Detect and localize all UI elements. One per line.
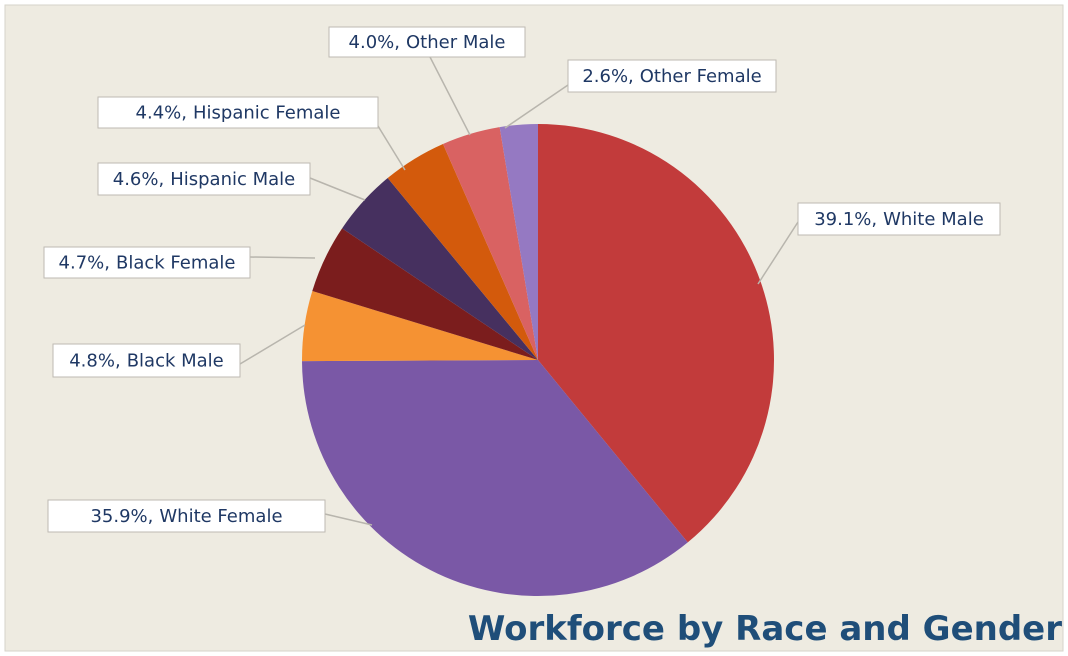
label-box: [567, 59, 777, 93]
data-label-category: Other Male: [406, 32, 505, 53]
leader-line: [309, 177, 366, 201]
leader-line: [504, 84, 569, 129]
data-label-value: 4.6%,: [113, 169, 164, 190]
data-label-category: Hispanic Female: [193, 103, 340, 124]
label-box: [47, 499, 326, 533]
label-box: [97, 96, 379, 129]
pie-slice: [312, 228, 538, 360]
data-label: 4.0%, Other Male: [349, 32, 506, 53]
data-label: 39.1%, White Male: [814, 209, 984, 230]
data-label: 4.6%, Hispanic Male: [113, 169, 296, 190]
data-label-category: Other Female: [640, 66, 762, 87]
data-label-value: 2.6%,: [582, 66, 633, 87]
leader-line: [324, 513, 373, 526]
pie-slice: [302, 291, 538, 362]
data-label-category: Black Female: [116, 253, 236, 274]
data-label-value: 4.8%,: [69, 351, 120, 372]
pie-slice: [387, 143, 538, 360]
chart-title: Workforce by Race and Gender: [468, 609, 1062, 649]
data-label-value: 4.4%,: [136, 103, 187, 124]
data-label: 4.8%, Black Male: [69, 351, 224, 372]
label-box: [328, 26, 526, 58]
data-label: 35.9%, White Female: [90, 506, 282, 527]
pie-slice: [302, 360, 688, 596]
label-box: [43, 246, 251, 279]
pie-slice: [538, 124, 774, 543]
label-box: [97, 162, 311, 196]
pie-slice: [342, 178, 538, 360]
leader-line: [429, 56, 471, 136]
pie-slice: [499, 124, 538, 360]
data-label: 2.6%, Other Female: [582, 66, 761, 87]
data-label-category: Black Male: [127, 351, 224, 372]
data-label-value: 4.7%,: [59, 253, 110, 274]
label-box: [52, 343, 241, 378]
pie-slice: [443, 127, 538, 360]
leader-line: [377, 125, 406, 171]
data-label-category: Hispanic Male: [170, 169, 295, 190]
data-label-value: 35.9%,: [90, 506, 153, 527]
data-label: 4.4%, Hispanic Female: [136, 103, 341, 124]
data-label-value: 39.1%,: [814, 209, 877, 230]
data-label-category: White Female: [159, 506, 282, 527]
data-label: 4.7%, Black Female: [59, 253, 236, 274]
leader-line: [249, 256, 316, 259]
leader-line: [757, 221, 799, 285]
label-box: [797, 202, 1001, 236]
leader-line: [239, 324, 306, 365]
data-label-category: White Male: [883, 209, 984, 230]
data-label-value: 4.0%,: [349, 32, 400, 53]
